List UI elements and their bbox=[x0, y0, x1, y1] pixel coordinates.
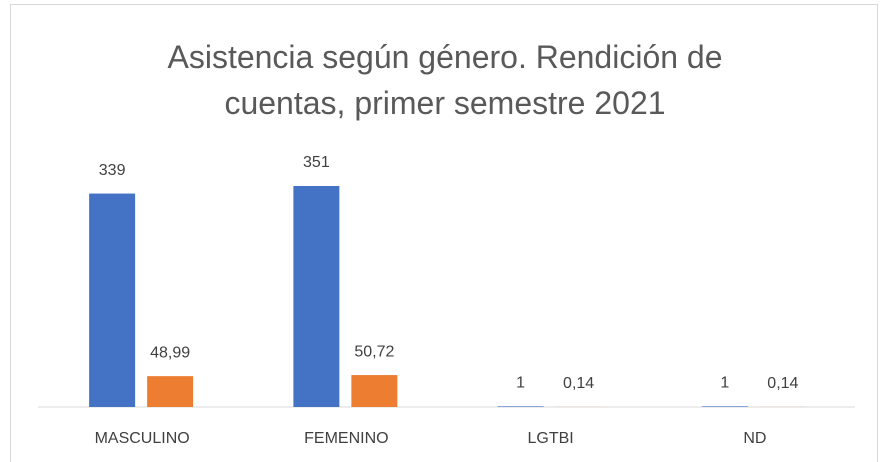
bar bbox=[147, 376, 194, 407]
chart-title: Asistencia según género. Rendición de cu… bbox=[167, 39, 723, 121]
data-label: 1 bbox=[720, 375, 729, 392]
data-label: 48,99 bbox=[150, 344, 190, 361]
x-tick-label: FEMENINO bbox=[304, 430, 388, 447]
bar bbox=[89, 193, 136, 407]
chart-frame bbox=[10, 4, 878, 462]
x-tick-label: LGTBI bbox=[528, 430, 574, 447]
bar bbox=[293, 186, 340, 407]
data-label: 0,14 bbox=[767, 375, 798, 392]
data-label: 0,14 bbox=[563, 375, 594, 392]
x-tick-label: MASCULINO bbox=[95, 430, 190, 447]
bar bbox=[497, 406, 544, 407]
x-tick-label: ND bbox=[743, 430, 766, 447]
data-label: 50,72 bbox=[354, 343, 394, 360]
bar bbox=[701, 406, 748, 407]
data-label: 351 bbox=[303, 154, 330, 171]
bar bbox=[351, 375, 398, 407]
data-label: 339 bbox=[99, 162, 126, 179]
data-label: 1 bbox=[516, 375, 525, 392]
